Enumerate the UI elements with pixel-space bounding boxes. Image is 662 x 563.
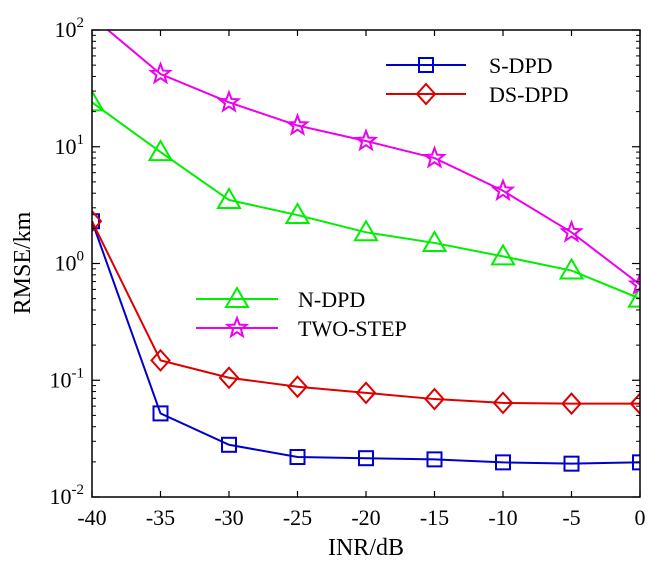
- series-line-n-dpd: [92, 101, 640, 300]
- data-point-s-dpd: [221, 436, 237, 453]
- data-point-ds-dpd: [424, 387, 445, 411]
- data-point-two-step: [559, 219, 584, 243]
- x-tick-label: -5: [562, 505, 580, 530]
- y-axis-title: RMSE/km: [10, 211, 36, 314]
- data-point-n-dpd: [627, 285, 640, 308]
- series-line-two-step: [106, 30, 640, 286]
- legend-entry-s-dpd: S-DPD: [386, 53, 553, 78]
- legend-entry-two-step: TWO-STEP: [196, 315, 407, 341]
- data-point-two-step: [285, 112, 310, 136]
- legend-marker: [418, 57, 434, 73]
- data-point-s-dpd: [563, 455, 580, 472]
- data-point-ds-dpd: [492, 391, 514, 415]
- data-point-n-dpd: [284, 202, 311, 225]
- series-ds-dpd: [92, 209, 640, 416]
- data-point-two-step: [148, 61, 173, 85]
- legend-label: DS-DPD: [489, 82, 568, 107]
- x-tick-label: -35: [146, 505, 175, 530]
- legend-center-left: N-DPD TWO-STEP: [196, 286, 407, 341]
- data-point-two-step: [627, 271, 640, 295]
- x-tick-label: -40: [77, 505, 106, 530]
- data-point-ds-dpd: [218, 366, 240, 390]
- y-tick-label: 100: [55, 249, 85, 276]
- legend-entry-n-dpd: N-DPD: [196, 286, 365, 312]
- data-point-n-dpd: [421, 229, 448, 252]
- legend-label: TWO-STEP: [298, 316, 407, 341]
- data-point-n-dpd: [490, 243, 516, 266]
- x-tick-label: -10: [488, 505, 517, 530]
- legend-layer: S-DPD DS-DPD N-DPD TWO-STEP: [196, 53, 568, 341]
- data-point-two-step: [353, 128, 379, 152]
- y-tick-label: 102: [55, 15, 85, 42]
- legend-label: S-DPD: [489, 53, 553, 78]
- y-tick-label: 101: [55, 132, 85, 159]
- x-tick-label: -30: [214, 505, 243, 530]
- data-point-s-dpd: [152, 405, 169, 422]
- series-line-ds-dpd: [92, 220, 640, 405]
- legend-marker: [224, 315, 250, 339]
- series-s-dpd: [92, 213, 640, 472]
- data-point-s-dpd: [426, 451, 443, 468]
- legend-marker: [415, 82, 437, 106]
- data-point-n-dpd: [92, 89, 105, 112]
- legend-label: N-DPD: [298, 287, 365, 312]
- x-tick-label: -20: [351, 505, 380, 530]
- data-point-ds-dpd: [355, 381, 377, 405]
- x-tick-label: -25: [283, 505, 312, 530]
- data-point-ds-dpd: [150, 348, 171, 372]
- series-two-step: [82, 7, 640, 295]
- x-axis-title: INR/dB: [328, 535, 404, 561]
- data-point-two-step: [216, 89, 242, 113]
- series-line-s-dpd: [92, 220, 640, 465]
- legend-marker: [224, 286, 250, 308]
- data-point-two-step: [490, 177, 516, 202]
- data-point-s-dpd: [92, 213, 100, 230]
- data-point-n-dpd: [147, 139, 174, 162]
- data-point-ds-dpd: [561, 392, 582, 416]
- tick-layer: -40 -35 -30 -25 -20 -15 -10 -5 0 10-2 10-1 100 101 10…: [50, 15, 646, 530]
- data-point-two-step: [422, 145, 447, 169]
- x-tick-label: -15: [420, 505, 449, 530]
- legend-top-right: S-DPD DS-DPD: [386, 53, 568, 107]
- legend-entry-ds-dpd: DS-DPD: [386, 82, 568, 107]
- data-point-n-dpd: [216, 186, 242, 209]
- data-point-s-dpd: [289, 449, 306, 466]
- data-point-n-dpd: [353, 219, 379, 242]
- data-point-n-dpd: [558, 257, 585, 280]
- data-point-ds-dpd: [629, 392, 640, 416]
- series-layer: [82, 7, 640, 472]
- data-point-s-dpd: [495, 454, 511, 471]
- y-tick-label: 10-2: [50, 482, 85, 509]
- y-tick-label: 10-1: [50, 365, 85, 392]
- data-point-two-step: [82, 7, 101, 25]
- series-n-dpd: [92, 89, 640, 308]
- data-point-ds-dpd: [92, 209, 103, 233]
- x-tick-label: 0: [635, 505, 646, 530]
- data-point-ds-dpd: [287, 375, 308, 399]
- data-point-s-dpd: [632, 454, 640, 471]
- data-point-s-dpd: [358, 450, 374, 467]
